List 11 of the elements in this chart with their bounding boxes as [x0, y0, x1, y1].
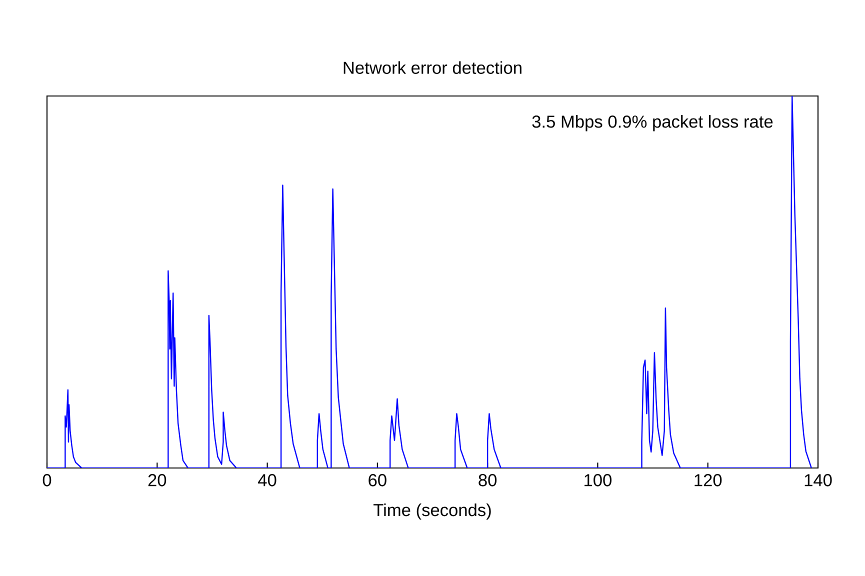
x-tick-label: 100: [584, 474, 612, 486]
x-tick-label: 20: [148, 474, 166, 486]
x-tick-label: 40: [258, 474, 276, 486]
x-tick-label: 140: [804, 474, 832, 486]
x-tick-label: 0: [42, 474, 52, 486]
annotation: 3.5 Mbps 0.9% packet loss rate: [532, 115, 773, 132]
x-axis-title: Time (seconds): [374, 503, 491, 520]
x-tick-label: 120: [694, 474, 722, 486]
x-tick-label: 60: [368, 474, 386, 486]
x-tick-label: 80: [478, 474, 497, 486]
chart-title: Network error detection: [344, 61, 522, 74]
